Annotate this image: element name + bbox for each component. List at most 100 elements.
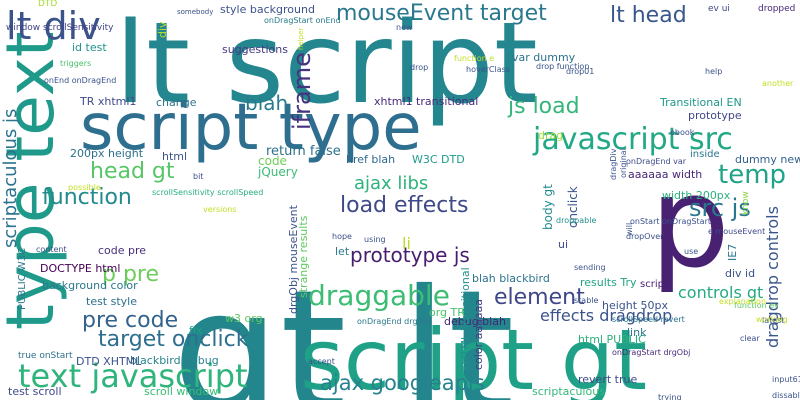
cloud-word: load effects bbox=[340, 193, 469, 218]
cloud-word: onDragStart drgObj bbox=[612, 348, 691, 357]
cloud-word: gt lt bbox=[172, 254, 515, 400]
cloud-word: blah bbox=[245, 91, 289, 115]
cloud-word: draggable bbox=[308, 279, 450, 312]
cloud-word: IE7 bbox=[726, 243, 739, 261]
cloud-word: li bbox=[402, 234, 411, 253]
cloud-word: new bbox=[396, 23, 413, 32]
cloud-word: width 200px bbox=[662, 189, 731, 202]
cloud-word: drop bbox=[410, 63, 429, 72]
cloud-word: lt head bbox=[610, 3, 687, 28]
cloud-word: javascript src bbox=[533, 122, 733, 157]
cloud-word: lt script bbox=[115, 0, 538, 129]
cloud-word: somebody bbox=[177, 8, 214, 16]
cloud-word: sending bbox=[574, 263, 606, 272]
cloud-word: height 50px bbox=[602, 299, 669, 312]
cloud-word: scrollSensitivity scrollSpeed bbox=[152, 188, 264, 197]
cloud-word: true onStart bbox=[18, 351, 73, 361]
cloud-word: style background bbox=[220, 3, 315, 16]
cloud-word: DTD bbox=[38, 0, 58, 9]
cloud-word: code bbox=[258, 154, 287, 168]
cloud-word: droppable bbox=[556, 216, 597, 225]
cloud-word: using bbox=[364, 235, 386, 244]
cloud-word: prototype js bbox=[350, 243, 470, 267]
cloud-word: DTD XHTML bbox=[76, 355, 142, 368]
cloud-word: ev ui bbox=[708, 4, 730, 14]
cloud-word: element bbox=[494, 285, 585, 310]
cloud-word: another bbox=[762, 79, 794, 88]
cloud-word: script bbox=[640, 279, 668, 290]
cloud-word: var dummy bbox=[512, 51, 576, 64]
cloud-word: DOCTYPE html bbox=[40, 262, 121, 275]
cloud-word: onEnd onDragEnd bbox=[44, 76, 117, 85]
cloud-word: onStart onDragStart bbox=[630, 217, 711, 226]
cloud-word: onDragEnd drgObj bbox=[357, 317, 432, 326]
cloud-word: link bbox=[627, 326, 647, 339]
cloud-word: onDragStart onEnd bbox=[264, 16, 341, 25]
cloud-word: return false bbox=[266, 144, 341, 159]
cloud-word: html PUBLIC bbox=[578, 333, 646, 346]
cloud-word: suggestions bbox=[222, 43, 288, 56]
cloud-word: text javascript bbox=[18, 357, 248, 395]
cloud-word: content bbox=[36, 245, 67, 254]
cloud-word: debug blah bbox=[444, 315, 506, 328]
cloud-word: triggers bbox=[60, 59, 92, 68]
cloud-word: change bbox=[156, 96, 197, 109]
cloud-word: target onclick bbox=[98, 327, 249, 352]
cloud-word: drag bbox=[538, 129, 564, 142]
cloud-word: href blah bbox=[346, 153, 396, 166]
cloud-word: will bbox=[625, 222, 634, 236]
cloud-word: revert true bbox=[578, 373, 638, 386]
cloud-word: latest bbox=[762, 316, 785, 325]
cloud-word: stable bbox=[574, 296, 599, 305]
cloud-word: function e bbox=[454, 54, 495, 63]
cloud-word: ajax libs bbox=[354, 173, 429, 194]
cloud-word: lt div bbox=[6, 4, 101, 48]
cloud-word: trying bbox=[658, 393, 682, 400]
cloud-word: 200px height bbox=[70, 147, 144, 160]
cloud-word: dissabled bbox=[772, 391, 800, 400]
cloud-word: PUBLIC W3C bbox=[17, 247, 28, 310]
cloud-word: id test bbox=[72, 41, 107, 54]
cloud-word: background color bbox=[42, 279, 138, 292]
cloud-word: inside bbox=[690, 149, 720, 160]
cloud-word: working bbox=[756, 315, 788, 324]
cloud-word: strange results bbox=[297, 215, 310, 298]
cloud-word: versions bbox=[203, 205, 237, 214]
cloud-word: org TR bbox=[429, 306, 465, 319]
cloud-word: explanation bbox=[719, 297, 767, 306]
cloud-word: src js bbox=[689, 194, 751, 222]
cloud-word: scriptaculous js bbox=[0, 108, 21, 248]
cloud-word: hoverClass bbox=[466, 65, 510, 74]
cloud-word: W3C DTD bbox=[412, 153, 465, 166]
cloud-word: dragdrop controls bbox=[763, 206, 782, 348]
cloud-word: use bbox=[684, 247, 699, 256]
cloud-word: drop01 bbox=[566, 67, 595, 76]
cloud-word: e mouseEvent bbox=[708, 227, 766, 236]
cloud-word: pre code bbox=[82, 308, 179, 333]
cloud-word: test scroll bbox=[8, 385, 62, 398]
cloud-word: onDragEnd var bbox=[626, 157, 687, 166]
cloud-word: prototype bbox=[688, 109, 742, 122]
cloud-word: window scrollSensitivity bbox=[6, 23, 114, 33]
cloud-word: scriptaculous bbox=[532, 385, 605, 398]
cloud-word: function bbox=[42, 185, 132, 210]
cloud-word: scroll window bbox=[144, 385, 219, 398]
cloud-word: controls gt bbox=[678, 283, 764, 302]
cloud-word: ajax googleapis bbox=[320, 371, 485, 395]
cloud-word: html bbox=[162, 150, 188, 163]
cloud-word: blah blackbird bbox=[472, 272, 550, 285]
cloud-word: TR xhtml1 bbox=[80, 95, 137, 108]
cloud-word: Transitional EN bbox=[660, 96, 742, 109]
cloud-word: code pre bbox=[98, 244, 147, 257]
cloud-word: XHTML Transitional bbox=[459, 267, 472, 372]
cloud-word: let bbox=[335, 245, 350, 258]
cloud-word: accept bbox=[308, 357, 335, 366]
cloud-word: effects dragdrop bbox=[540, 306, 673, 325]
cloud-word: drop function bbox=[536, 62, 590, 71]
cloud-word: function ev bbox=[734, 301, 779, 310]
cloud-word: aaaaaa width bbox=[628, 168, 703, 181]
cloud-word: js load bbox=[508, 94, 580, 119]
cloud-word: ui bbox=[558, 238, 569, 251]
cloud-word: dropped bbox=[758, 4, 796, 14]
